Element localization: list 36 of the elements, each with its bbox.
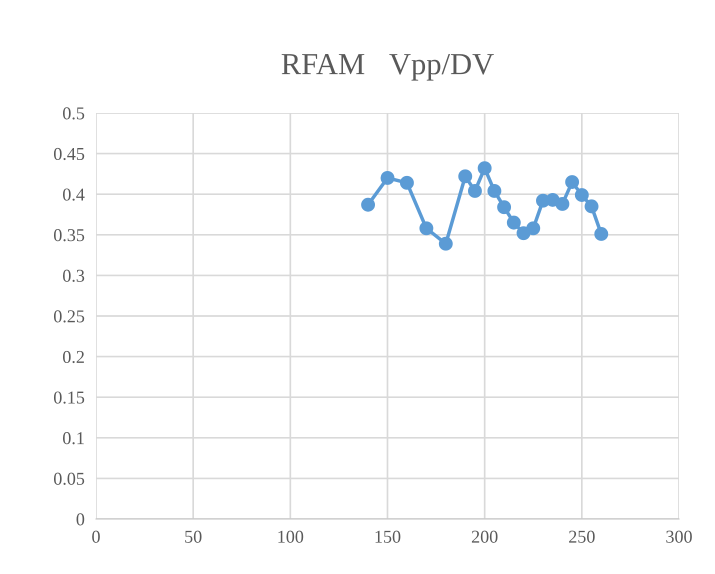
y-tick-label: 0.5: [63, 107, 84, 120]
point: [438, 236, 453, 251]
x-tick-label: 0: [92, 530, 100, 543]
point: [487, 184, 502, 198]
y-tick-label: 0.45: [54, 148, 84, 160]
y-tick-label: 0.2: [63, 350, 84, 364]
point: [497, 200, 512, 214]
point: [584, 199, 598, 214]
point: [565, 175, 580, 189]
point: [574, 188, 589, 202]
y-tick-label: 0.05: [54, 472, 84, 485]
point: [400, 176, 414, 190]
point: [594, 227, 608, 241]
x-tick-label: 150: [376, 530, 400, 543]
y-tick-label: 0.35: [54, 229, 84, 242]
point: [555, 197, 570, 211]
point: [380, 171, 394, 185]
point: [526, 221, 540, 236]
x-tick-label: 200: [472, 530, 498, 543]
point: [419, 221, 434, 236]
x-tick-label: 50: [185, 530, 202, 543]
y-tick-label: 0: [76, 513, 84, 526]
y-tick-label: 0.3: [63, 270, 84, 282]
point: [468, 184, 482, 198]
chart-title: RFAM Vpp/DV: [282, 54, 494, 81]
point: [478, 161, 492, 176]
point: [458, 169, 472, 184]
x-tick-label: 250: [569, 530, 595, 543]
x-tick-label: 300: [666, 530, 692, 543]
y-tick-label: 0.1: [63, 432, 84, 444]
point: [506, 216, 521, 230]
point: [361, 198, 376, 212]
y-tick-label: 0.4: [63, 188, 85, 201]
x-tick-label: 100: [278, 530, 304, 543]
y-tick-label: 0.25: [54, 310, 84, 323]
y-tick-label: 0.15: [54, 391, 84, 404]
